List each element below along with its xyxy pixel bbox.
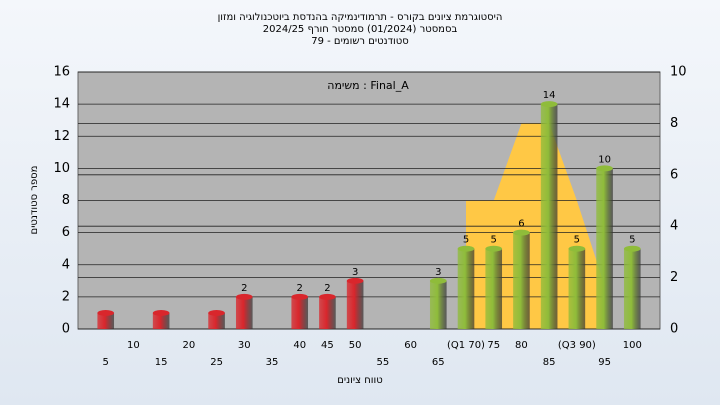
x-tick-label: 65 bbox=[432, 357, 445, 368]
bar-cap bbox=[346, 277, 364, 284]
data-label: 10 bbox=[598, 154, 611, 165]
title-line: בסמסטר (01/2024) סמסטר חורף 2024/25 bbox=[263, 24, 458, 35]
x-tick-label: 60 bbox=[404, 340, 417, 351]
bar-cap bbox=[97, 309, 115, 316]
y-tick-label: 12 bbox=[53, 129, 70, 144]
bar bbox=[513, 232, 530, 329]
bar-cap bbox=[457, 245, 475, 252]
bar-cap bbox=[429, 277, 447, 284]
x-tick-label: 25 bbox=[210, 357, 223, 368]
x-tick-label: 15 bbox=[155, 357, 168, 368]
bar bbox=[568, 248, 586, 329]
x-axis-label: טווח ציונים bbox=[337, 375, 382, 386]
x-tick-label: 95 bbox=[598, 357, 611, 368]
y-axis-label: מספר סטודנטים bbox=[29, 166, 40, 235]
x-tick-label: 20 bbox=[182, 340, 195, 351]
data-label: 3 bbox=[435, 267, 441, 278]
y-tick-label: 8 bbox=[62, 193, 70, 208]
bar bbox=[485, 248, 503, 329]
bar bbox=[319, 296, 336, 329]
data-label: 14 bbox=[543, 90, 556, 101]
y-tick-label: 0 bbox=[62, 322, 70, 337]
y-tick-label: 6 bbox=[62, 225, 70, 240]
bar-cap bbox=[568, 245, 586, 252]
bar-cap bbox=[319, 293, 336, 300]
x-tick-label: 55 bbox=[376, 357, 389, 368]
y-tick-label: 14 bbox=[53, 97, 70, 112]
data-label: 5 bbox=[629, 235, 635, 246]
x-tick-label: 30 bbox=[238, 340, 251, 351]
y2-tick-label: 10 bbox=[670, 65, 687, 80]
x-tick-label: 10 bbox=[127, 340, 140, 351]
x-tick-label: 5 bbox=[103, 357, 109, 368]
bar-cap bbox=[485, 245, 503, 252]
data-label: 5 bbox=[463, 235, 469, 246]
x-tick-label: 100 bbox=[623, 340, 642, 351]
bar bbox=[596, 168, 613, 329]
x-tick-label: 75 bbox=[487, 340, 500, 351]
y2-tick-label: 0 bbox=[670, 322, 678, 337]
bar-cap bbox=[623, 245, 641, 252]
x-tick-label: 40 bbox=[293, 340, 306, 351]
bar bbox=[429, 280, 447, 329]
bar bbox=[235, 296, 253, 329]
x-tick-label: 35 bbox=[266, 357, 279, 368]
x-tick-label: (Q3 90) bbox=[558, 340, 596, 351]
title-line: סטודנטים רשומים - 79 bbox=[311, 36, 409, 47]
data-label: 6 bbox=[518, 219, 524, 230]
data-label: 2 bbox=[324, 283, 330, 294]
data-label: 3 bbox=[352, 267, 358, 278]
bar bbox=[623, 248, 641, 329]
y2-tick-label: 2 bbox=[670, 270, 678, 285]
bar bbox=[540, 104, 558, 329]
bar-cap bbox=[152, 309, 170, 316]
y2-tick-label: 8 bbox=[670, 116, 678, 131]
y2-tick-label: 4 bbox=[670, 219, 678, 234]
data-label: 2 bbox=[297, 283, 303, 294]
x-tick-label: 45 bbox=[321, 340, 334, 351]
bar-cap bbox=[235, 293, 253, 300]
y2-tick-label: 6 bbox=[670, 167, 678, 182]
bar bbox=[291, 296, 309, 329]
bar-cap bbox=[596, 165, 613, 172]
bar bbox=[97, 312, 115, 329]
y-tick-label: 16 bbox=[53, 65, 70, 80]
bar bbox=[346, 280, 364, 329]
bar-cap bbox=[540, 101, 558, 108]
data-label: 5 bbox=[491, 235, 497, 246]
bar-cap bbox=[291, 293, 309, 300]
x-tick-label: 85 bbox=[543, 357, 556, 368]
x-tick-label: (Q1 70) bbox=[447, 340, 485, 351]
x-tick-label: 80 bbox=[515, 340, 528, 351]
title-line: היסטוגרמת ציונים בקורס - תרמודינמיקה בהנ… bbox=[218, 12, 503, 23]
y-tick-label: 4 bbox=[62, 257, 70, 272]
y-tick-label: 2 bbox=[62, 289, 70, 304]
bar-cap bbox=[208, 309, 225, 316]
annotation: משימה : Final_A bbox=[327, 79, 409, 92]
x-tick-label: 50 bbox=[349, 340, 362, 351]
bar-cap bbox=[513, 229, 530, 236]
data-label: 5 bbox=[574, 235, 580, 246]
data-label: 2 bbox=[241, 283, 247, 294]
bar bbox=[208, 312, 225, 329]
bar bbox=[457, 248, 475, 329]
bar bbox=[152, 312, 170, 329]
y-tick-label: 10 bbox=[53, 161, 70, 176]
